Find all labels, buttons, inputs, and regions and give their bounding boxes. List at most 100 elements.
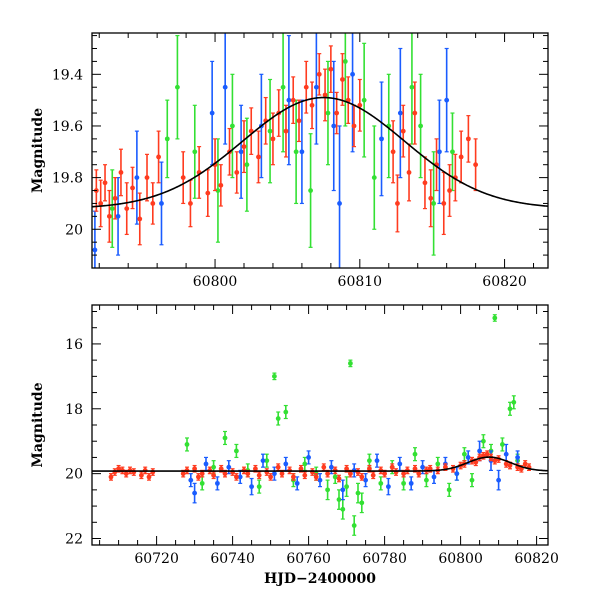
data-point <box>144 153 150 202</box>
data-point <box>215 476 220 491</box>
data-point <box>106 189 112 243</box>
point-marker <box>401 471 406 477</box>
data-point <box>112 177 118 220</box>
point-marker <box>302 461 308 467</box>
data-point <box>328 45 334 93</box>
data-point <box>441 171 447 236</box>
point-marker <box>522 461 528 467</box>
point-marker <box>507 463 513 468</box>
data-point <box>280 33 286 153</box>
point-marker <box>507 406 513 412</box>
data-point <box>264 468 270 476</box>
point-marker <box>144 175 150 181</box>
point-marker <box>313 84 319 90</box>
y-tick-label: 19.8 <box>52 171 83 187</box>
data-point <box>401 476 406 491</box>
data-point <box>98 179 104 228</box>
point-marker <box>409 84 415 90</box>
point-marker <box>215 188 221 193</box>
data-point <box>234 473 239 481</box>
data-point <box>428 169 434 228</box>
axes-frame <box>91 32 549 269</box>
point-marker <box>146 474 152 480</box>
data-point <box>397 47 403 179</box>
data-point <box>331 60 337 192</box>
point-marker <box>112 195 118 201</box>
point-marker <box>321 464 327 470</box>
data-point <box>355 482 361 504</box>
point-marker <box>316 71 322 77</box>
point-marker <box>241 144 247 150</box>
data-point <box>164 99 170 179</box>
point-marker <box>473 162 479 168</box>
point-marker <box>238 149 244 155</box>
point-marker <box>180 175 186 181</box>
data-point <box>395 174 400 233</box>
data-point <box>444 47 450 153</box>
data-point <box>267 78 273 184</box>
x-tick-label: 60800 <box>438 551 483 567</box>
data-point <box>102 164 108 202</box>
point-marker <box>340 77 345 82</box>
series-1 <box>188 440 520 504</box>
point-marker <box>397 110 403 116</box>
point-marker <box>164 136 170 142</box>
data-point <box>272 466 277 481</box>
point-marker <box>325 110 331 116</box>
point-marker <box>389 464 395 470</box>
point-marker <box>286 97 292 103</box>
point-marker <box>416 471 422 477</box>
point-marker <box>218 182 224 188</box>
point-marker <box>209 110 215 116</box>
data-point <box>309 81 315 130</box>
point-marker <box>192 149 198 155</box>
data-point <box>431 151 437 256</box>
data-point <box>322 68 328 122</box>
point-marker <box>458 154 464 160</box>
point-marker <box>313 474 319 480</box>
data-point <box>469 473 475 488</box>
data-point <box>522 460 528 468</box>
point-marker <box>441 201 447 206</box>
data-point <box>134 130 140 225</box>
point-marker <box>279 471 285 477</box>
point-marker <box>222 435 228 441</box>
data-point <box>238 104 244 199</box>
point-marker <box>492 458 498 464</box>
point-marker <box>264 458 270 464</box>
point-marker <box>397 461 403 467</box>
data-point <box>418 73 424 179</box>
data-point <box>484 450 490 459</box>
y-axis-label: Magnitude <box>30 382 46 467</box>
point-marker <box>139 472 144 478</box>
y-tick-label: 18 <box>65 402 83 418</box>
point-marker <box>357 102 363 108</box>
data-point <box>424 473 429 488</box>
point-marker <box>118 170 124 175</box>
data-point <box>283 456 289 472</box>
x-tick-label: 60780 <box>362 551 407 567</box>
x-tick-label: 60820 <box>482 274 527 290</box>
data-point <box>150 468 156 476</box>
point-marker <box>256 154 261 160</box>
point-marker <box>431 201 437 206</box>
point-marker <box>218 466 224 472</box>
data-point <box>400 104 406 158</box>
data-point <box>283 104 289 158</box>
point-marker <box>293 149 299 155</box>
point-marker <box>424 477 429 483</box>
point-marker <box>367 466 372 472</box>
data-point <box>192 104 198 199</box>
point-marker <box>382 471 387 477</box>
point-marker <box>188 201 193 206</box>
series-2 <box>184 314 520 536</box>
point-marker <box>412 466 418 472</box>
point-marker <box>334 110 340 116</box>
data-point <box>336 474 342 483</box>
data-point <box>263 96 269 145</box>
data-point <box>109 169 115 248</box>
point-marker <box>328 66 334 72</box>
point-marker <box>331 123 337 129</box>
data-point <box>458 130 464 184</box>
data-point <box>336 489 342 510</box>
